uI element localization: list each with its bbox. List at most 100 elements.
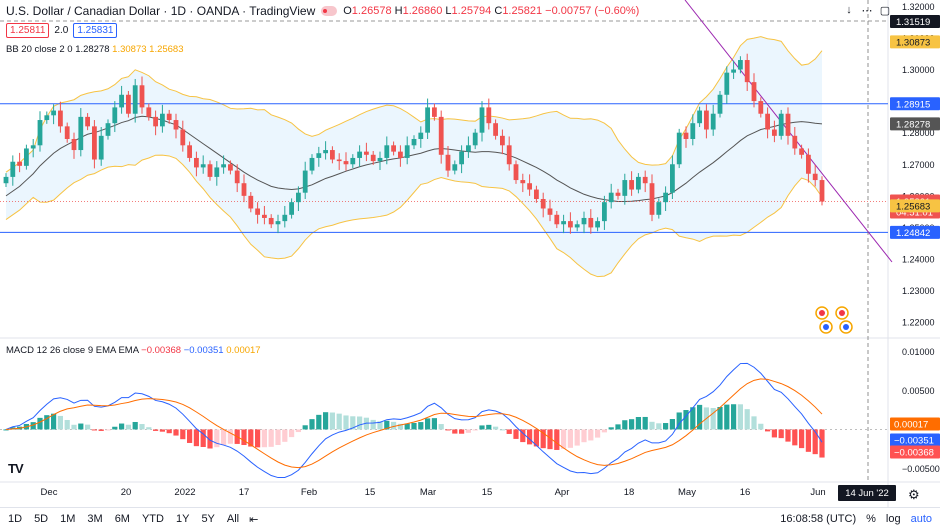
macd-histogram-bar [574, 429, 580, 446]
macd-histogram-bar [357, 416, 363, 430]
candle-body [772, 129, 777, 136]
candle-body [58, 110, 63, 127]
time-tick-label: Mar [420, 487, 436, 498]
candle-body [336, 159, 342, 162]
candle-body [608, 192, 614, 203]
price-tick-label: 1.30000 [902, 65, 935, 75]
price-tick-label: 1.22000 [902, 318, 935, 328]
timeframe-1d[interactable]: 1D [8, 513, 23, 525]
market-status-icon[interactable] [321, 6, 338, 16]
macd-histogram-bar [561, 429, 567, 449]
chart-canvas[interactable]: 1.320001.310001.300001.290001.280001.270… [0, 0, 940, 507]
candle-body [513, 164, 519, 181]
maximize-icon[interactable]: ▢ [879, 5, 891, 17]
candle-body [806, 154, 811, 174]
candle-body [207, 164, 213, 177]
timeframe-6m[interactable]: 6M [114, 513, 130, 525]
calendar-range-icon[interactable]: ⇤ [249, 513, 259, 526]
candle-body [547, 208, 553, 215]
macd-histogram-bar [78, 423, 84, 430]
timeframe-1m[interactable]: 1M [60, 513, 76, 525]
macd-histogram-bar [479, 425, 485, 430]
timeframe-1y[interactable]: 1Y [175, 513, 190, 525]
auto-toggle[interactable]: auto [910, 513, 932, 525]
more-icon[interactable]: ⋯ [861, 5, 873, 17]
macd-histogram-bar [771, 429, 777, 438]
macd-value-label: −0.00351 [894, 436, 934, 447]
macd-legend[interactable]: MACD 12 26 close 9 EMA EMA −0.00368 −0.0… [6, 345, 261, 356]
macd-histogram-bar [180, 429, 186, 440]
macd-histogram-bar [540, 429, 546, 449]
symbol-title[interactable]: U.S. Dollar / Canadian Dollar · 1D · OAN… [6, 4, 316, 18]
candle-body [234, 170, 240, 184]
bb-fill [6, 36, 822, 277]
candle-body [316, 153, 322, 158]
sell-button[interactable]: 1.25811 [6, 23, 50, 38]
candle-body [309, 157, 315, 171]
macd-histogram-bar [595, 429, 601, 438]
candle-body [296, 192, 301, 203]
bb-lower-line [5, 154, 823, 278]
candle-body [44, 115, 50, 121]
time-tick-label: 15 [365, 487, 376, 498]
macd-histogram-bar [751, 416, 757, 430]
bb-legend[interactable]: BB 20 close 2 0 1.28278 1.30873 1.25683 [6, 44, 184, 55]
buy-button[interactable]: 1.25831 [73, 23, 118, 38]
macd-histogram-bar [431, 418, 437, 430]
macd-histogram-bar [397, 423, 403, 430]
macd-histogram-bar [261, 429, 267, 448]
candle-body [228, 164, 233, 171]
macd-histogram-bar [547, 429, 553, 450]
macd-histogram-bar [669, 419, 675, 430]
candle-body [493, 123, 498, 136]
timeframe-ytd[interactable]: YTD [141, 513, 164, 525]
candle-body [642, 176, 648, 184]
candle-body [717, 94, 723, 114]
candle-body [214, 167, 220, 177]
arrow-down-icon[interactable]: ↓ [846, 4, 852, 16]
macd-histogram-bar [486, 424, 492, 430]
candle-body [697, 110, 702, 124]
log-toggle[interactable]: log [885, 513, 901, 525]
timeframe-all[interactable]: All [226, 513, 240, 525]
macd-histogram-bar [758, 423, 764, 430]
candle-body [819, 180, 825, 202]
macd-histogram-bar [139, 424, 145, 430]
macd-hist-label: −0.00368 [894, 448, 934, 459]
macd-histogram-bar [717, 406, 723, 430]
macd-tick-label: −0.00500 [902, 464, 940, 474]
candle-body [350, 157, 356, 165]
candle-body [568, 221, 573, 228]
macd-histogram-bar [153, 429, 159, 431]
candle-body [3, 176, 9, 184]
macd-histogram-bar [173, 429, 179, 436]
candle-body [595, 221, 600, 228]
macd-histogram-bar [425, 418, 431, 430]
candle-body [432, 107, 437, 117]
utc-clock[interactable]: 16:08:58 (UTC) [780, 513, 857, 525]
percent-toggle[interactable]: % [866, 513, 876, 525]
macd-histogram-bar [649, 421, 655, 430]
timeframe-5d[interactable]: 5D [34, 513, 49, 525]
macd-histogram-bar [601, 429, 607, 433]
candle-body [418, 132, 424, 139]
macd-histogram-bar [581, 429, 587, 443]
timeframe-3m[interactable]: 3M [87, 513, 103, 525]
settings-gear-icon[interactable]: ⚙ [908, 487, 920, 502]
macd-histogram-bar [819, 429, 825, 458]
candle-body [683, 132, 689, 139]
candle-body [466, 145, 471, 152]
candle-body [472, 132, 478, 146]
macd-histogram-bar [391, 421, 397, 430]
candle-body [704, 110, 709, 130]
time-tick-label: May [678, 487, 696, 498]
timeframe-5y[interactable]: 5Y [201, 513, 215, 525]
macd-histogram-bar [275, 429, 281, 445]
crosshair-price-label-bg [890, 15, 940, 29]
macd-histogram-bar [57, 415, 63, 430]
flag-icon [843, 324, 849, 330]
candle-body [289, 202, 294, 215]
macd-histogram-bar [445, 429, 451, 431]
macd-histogram-bar [193, 429, 199, 447]
tradingview-logo-icon[interactable]: TV [8, 461, 24, 476]
